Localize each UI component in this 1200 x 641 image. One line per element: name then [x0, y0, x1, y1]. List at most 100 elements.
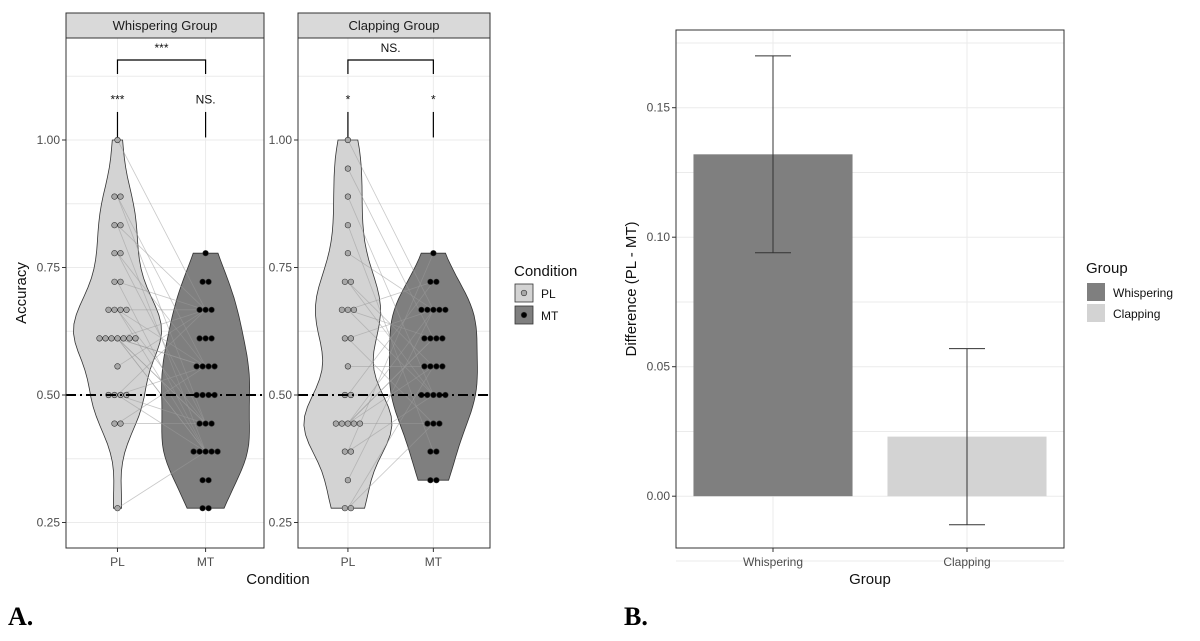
- significance-label: NS.: [196, 93, 216, 107]
- data-point-mt: [202, 306, 209, 313]
- pair-line: [117, 139, 206, 311]
- data-point-pl: [350, 420, 358, 427]
- pair-line: [117, 451, 206, 509]
- data-point-mt: [202, 448, 209, 455]
- data-point-pl: [111, 193, 118, 200]
- pair-line: [347, 423, 434, 509]
- data-point-mt: [427, 477, 434, 484]
- data-point-pl: [111, 250, 118, 257]
- y-axis-title: Accuracy: [13, 262, 30, 324]
- data-point-mt: [430, 250, 437, 257]
- data-point-mt: [202, 420, 209, 427]
- x-axis-title: Condition: [246, 571, 309, 588]
- data-point-mt: [199, 477, 206, 484]
- data-point-pl: [117, 420, 124, 427]
- significance-label: ***: [110, 93, 124, 107]
- x-tick-label: Clapping: [943, 555, 990, 569]
- y-tick-label: 0.25: [37, 516, 61, 530]
- data-point-mt: [433, 363, 440, 370]
- data-point-mt: [208, 306, 215, 313]
- pair-line: [117, 309, 206, 424]
- data-point-mt: [433, 448, 440, 455]
- data-point-mt: [205, 278, 212, 285]
- panel-a: Whispering Group 0.25 0.50 0.75 1.00 PL MT *** N…: [8, 12, 577, 631]
- facet-strip: [297, 12, 491, 39]
- x-tick-label: MT: [197, 555, 215, 569]
- data-point-pl: [123, 306, 130, 313]
- pair-line: [117, 394, 206, 424]
- data-point-mt: [433, 278, 440, 285]
- data-point-pl: [347, 505, 355, 512]
- pair-line: [117, 309, 206, 339]
- data-point-pl: [102, 335, 109, 342]
- data-point-pl: [114, 363, 121, 370]
- data-point-mt: [424, 420, 431, 427]
- legend-label: Clapping: [1113, 307, 1160, 321]
- legend-key: [1087, 283, 1105, 301]
- facet-border: [65, 37, 265, 549]
- pair-line: [117, 281, 206, 311]
- data-point-pl: [114, 505, 121, 512]
- data-point-pl: [114, 335, 121, 342]
- data-point-mt: [439, 335, 446, 342]
- facet-strip: [65, 12, 265, 39]
- data-point-pl: [117, 278, 124, 285]
- data-point-pl: [344, 136, 352, 144]
- legend-title: Condition: [514, 263, 577, 280]
- data-point-mt: [196, 306, 203, 313]
- y-tick-label: 0.75: [269, 261, 293, 275]
- data-point-pl: [111, 306, 118, 313]
- x-tick-label: Whispering: [743, 555, 803, 569]
- data-point-mt: [199, 505, 206, 512]
- bracket-label: ***: [155, 41, 169, 55]
- pair-line: [347, 253, 434, 452]
- panel-label-a: A.: [8, 602, 33, 631]
- x-axis-title: Group: [849, 571, 891, 588]
- data-point-pl: [347, 278, 355, 285]
- data-point-pl: [347, 448, 355, 455]
- bracket-label: NS.: [381, 41, 401, 55]
- data-point-pl: [132, 335, 139, 342]
- data-point-pl: [344, 250, 352, 257]
- data-point-mt: [430, 306, 437, 313]
- data-point-mt: [433, 477, 440, 484]
- legend-key-point: [520, 289, 528, 297]
- pair-line: [117, 309, 206, 367]
- data-point-mt: [427, 278, 434, 285]
- legend-label: Whispering: [1113, 286, 1173, 300]
- data-point-mt: [196, 335, 203, 342]
- pair-line: [347, 139, 434, 311]
- pair-line: [347, 309, 434, 339]
- data-point-mt: [211, 363, 218, 370]
- data-point-pl: [344, 165, 352, 172]
- data-point-pl: [111, 420, 118, 427]
- pair-line: [117, 196, 206, 367]
- data-point-pl: [350, 306, 358, 313]
- data-point-pl: [344, 363, 352, 370]
- pair-line: [117, 366, 206, 396]
- data-point-mt: [202, 335, 209, 342]
- legend-title: Group: [1086, 260, 1128, 277]
- data-point-pl: [341, 505, 349, 512]
- data-point-mt: [418, 306, 425, 313]
- significance-label: *: [346, 93, 351, 107]
- data-point-pl: [96, 335, 103, 342]
- bar-panel-border: [675, 29, 1065, 549]
- data-point-pl: [356, 420, 364, 427]
- data-point-mt: [199, 391, 206, 399]
- pair-line: [347, 394, 434, 452]
- data-point-pl: [341, 335, 349, 342]
- panel-label-b: B.: [624, 602, 648, 631]
- data-point-mt: [205, 363, 212, 370]
- data-point-pl: [341, 278, 349, 285]
- pair-line: [347, 309, 434, 481]
- data-point-pl: [332, 420, 340, 427]
- data-point-pl: [114, 136, 121, 144]
- data-point-pl: [344, 306, 352, 313]
- violin-pl: [73, 139, 162, 509]
- data-point-mt: [193, 363, 200, 370]
- x-tick-label: PL: [341, 555, 356, 569]
- data-point-pl: [111, 222, 118, 229]
- data-point-mt: [430, 420, 437, 427]
